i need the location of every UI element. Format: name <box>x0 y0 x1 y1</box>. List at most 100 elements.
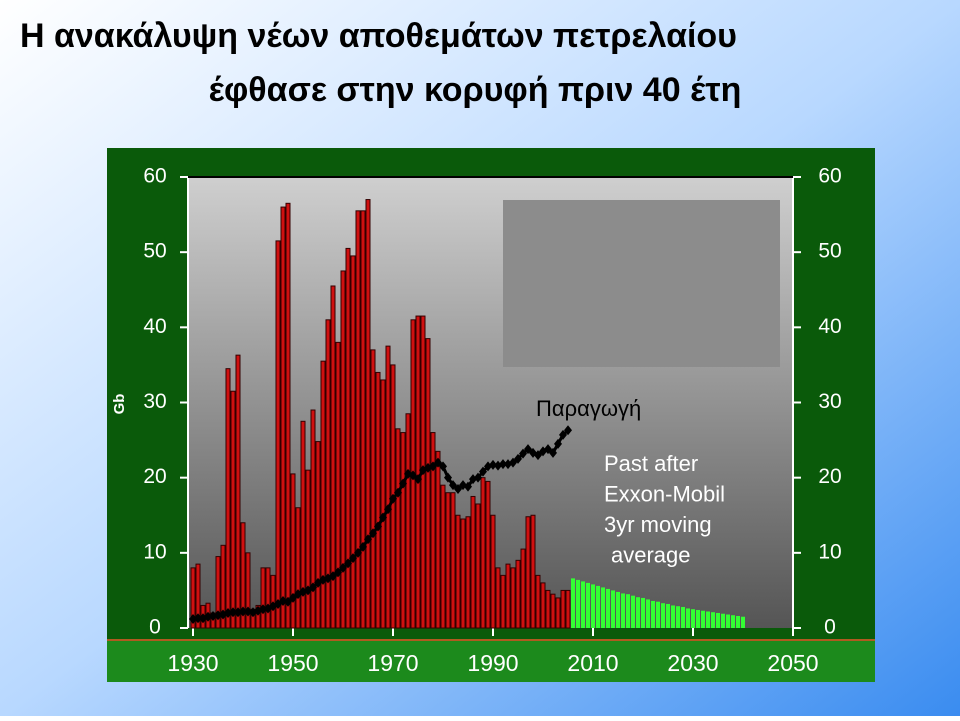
production-point <box>549 447 557 458</box>
bar <box>671 605 675 628</box>
production-point <box>464 481 472 492</box>
bar <box>555 597 561 629</box>
y-tick-label: 0 <box>149 616 161 639</box>
production-point <box>259 604 267 615</box>
production-point <box>374 521 382 532</box>
bar <box>440 484 446 629</box>
y-tick-label: 10 <box>818 540 841 563</box>
production-point <box>289 592 297 603</box>
production-point <box>444 472 452 483</box>
bar <box>265 567 271 629</box>
production-point <box>309 582 317 593</box>
x-tick-label: 2010 <box>567 650 618 676</box>
bar <box>641 597 645 628</box>
bar <box>470 495 476 629</box>
annotation: Exxon-Mobil <box>604 481 725 506</box>
production-point <box>544 444 552 455</box>
bar <box>601 587 605 628</box>
y-tick-label: 20 <box>143 465 166 488</box>
production-point <box>214 610 222 621</box>
production-point <box>349 553 357 564</box>
bar <box>320 360 326 629</box>
bar <box>716 612 720 628</box>
production-point <box>429 461 437 472</box>
bar <box>510 567 516 629</box>
bar <box>586 582 590 628</box>
bar <box>560 589 566 629</box>
bar <box>606 588 610 628</box>
bar <box>540 582 546 629</box>
y-axis-label: Gb <box>111 394 128 415</box>
production-point <box>204 611 212 622</box>
production-point <box>344 558 352 569</box>
bar <box>651 600 655 628</box>
bar <box>741 616 745 628</box>
production-point <box>224 607 232 618</box>
bar <box>731 615 735 628</box>
production-point <box>514 453 522 464</box>
bar <box>280 206 286 629</box>
bar <box>455 514 461 629</box>
bar <box>631 595 635 628</box>
production-point <box>489 459 497 470</box>
bar <box>415 315 421 629</box>
bar <box>581 581 585 628</box>
bar <box>385 345 391 629</box>
bar <box>525 516 531 629</box>
annotation: 3yr moving <box>604 512 712 537</box>
y-tick-label: 40 <box>818 315 841 338</box>
bar <box>545 589 551 629</box>
bar <box>721 613 725 628</box>
bar <box>475 503 481 629</box>
bar <box>495 567 501 629</box>
bar <box>726 614 730 628</box>
production-point <box>389 493 397 504</box>
bar <box>626 594 630 628</box>
production-point <box>209 610 217 621</box>
bar <box>295 507 301 629</box>
bar <box>370 349 376 629</box>
bar <box>445 492 451 629</box>
bar <box>315 441 321 629</box>
bar <box>460 518 466 629</box>
bar <box>711 612 715 628</box>
production-point <box>189 613 197 624</box>
x-tick-label: 1970 <box>367 650 418 676</box>
x-tick-label: 1990 <box>467 650 518 676</box>
bar <box>330 285 336 629</box>
x-tick-label: 1930 <box>167 650 218 676</box>
bar <box>576 579 580 628</box>
bar <box>290 473 296 629</box>
production-point <box>244 606 252 617</box>
bar <box>596 585 600 628</box>
bar <box>365 199 371 629</box>
x-axis-band <box>107 640 875 682</box>
production-point <box>394 487 402 498</box>
bar <box>550 593 556 629</box>
production-point <box>559 429 567 440</box>
production-point <box>439 461 447 472</box>
bar <box>661 603 665 628</box>
production-point <box>414 474 422 485</box>
bar <box>500 574 506 629</box>
y-tick-label: 30 <box>818 390 841 413</box>
bar <box>696 609 700 628</box>
bar <box>405 413 411 629</box>
bar <box>480 477 486 629</box>
bar <box>686 608 690 628</box>
production-point <box>519 448 527 459</box>
bar <box>350 255 356 629</box>
y-tick-label: 50 <box>143 240 166 263</box>
bar <box>430 432 436 629</box>
y-tick-label: 50 <box>818 240 841 263</box>
bar <box>220 544 226 629</box>
bar <box>195 563 201 629</box>
bar <box>616 591 620 628</box>
y-tick-label: 40 <box>143 315 166 338</box>
bar <box>656 601 660 628</box>
y-tick-label: 60 <box>143 165 166 188</box>
bar <box>425 338 431 629</box>
bar <box>285 202 291 629</box>
production-point <box>379 512 387 523</box>
